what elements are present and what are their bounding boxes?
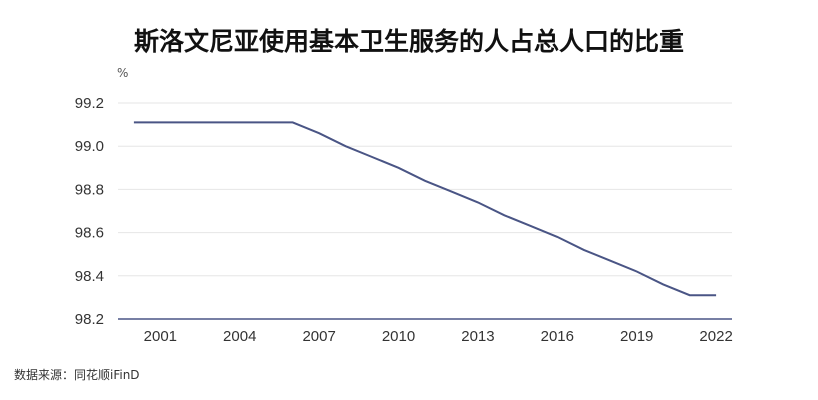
- y-tick-label: 99.0: [75, 138, 104, 155]
- y-tick-label: 98.4: [75, 268, 104, 285]
- x-axis-ticks: 2001 2004 2007 2010 2013 2016 2019 2022: [144, 328, 733, 345]
- x-tick-label: 2007: [302, 328, 335, 345]
- x-tick-label: 2013: [461, 328, 494, 345]
- x-tick-label: 2022: [699, 328, 732, 345]
- y-axis-unit: %: [117, 66, 129, 80]
- y-tick-label: 98.6: [75, 225, 104, 242]
- y-tick-label: 98.8: [75, 181, 104, 198]
- data-source: 数据来源：同花顺iFinD: [14, 368, 140, 382]
- x-tick-label: 2004: [223, 328, 256, 345]
- x-tick-label: 2010: [382, 328, 415, 345]
- x-tick-label: 2016: [541, 328, 574, 345]
- x-tick-label: 2001: [144, 328, 177, 345]
- y-axis-ticks: 98.2 98.4 98.6 98.8 99.0 99.2: [75, 95, 104, 328]
- gridlines: [118, 102, 732, 277]
- chart-title: 斯洛文尼亚使用基本卫生服务的人占总人口的比重: [133, 27, 684, 56]
- series-line: [133, 121, 717, 297]
- y-tick-label: 98.2: [75, 311, 104, 328]
- x-tick-label: 2019: [620, 328, 653, 345]
- y-tick-label: 99.2: [75, 95, 104, 112]
